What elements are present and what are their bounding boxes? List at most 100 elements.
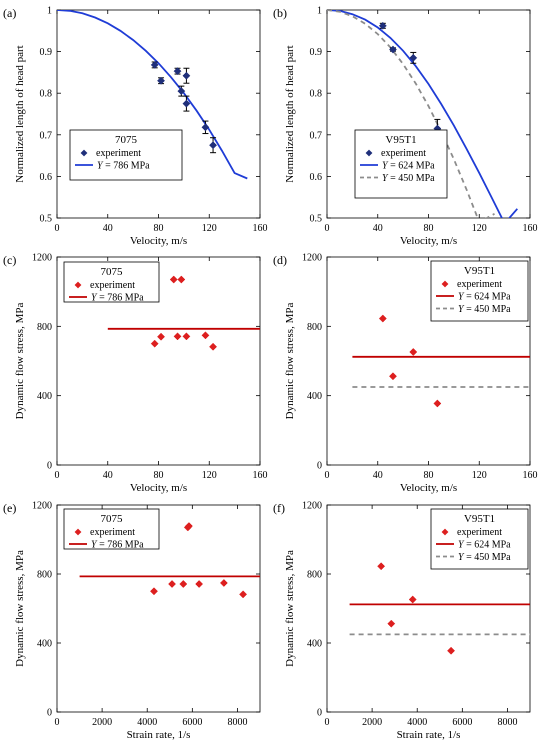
data-point [408, 595, 417, 604]
series-line-1 [327, 10, 495, 218]
data-point [378, 21, 387, 30]
legend-label: experiment [381, 148, 426, 159]
x-tick-label: 40 [103, 223, 113, 234]
plot-area [57, 10, 248, 180]
x-tick-label: 80 [424, 470, 434, 481]
y-tick-label: 0.7 [310, 130, 323, 141]
legend-box [430, 260, 529, 322]
legend-marker [80, 149, 88, 157]
y-tick-label: 0.6 [40, 172, 53, 183]
legend-label: Y = 624 MPa [382, 161, 435, 172]
data-point [239, 590, 248, 599]
panel-label: (a) [3, 6, 16, 20]
legend-marker [441, 280, 449, 288]
legend-label: Y = 450 MPa [458, 304, 511, 315]
data-point [177, 275, 186, 284]
legend-title: 7075 [101, 266, 124, 278]
legend-label: experiment [90, 527, 135, 538]
y-tick-label: 1 [47, 6, 52, 17]
y-tick-label: 0.5 [310, 214, 323, 225]
panel-label: (f) [273, 501, 285, 515]
data-point [150, 587, 158, 596]
legend-label: experiment [457, 279, 502, 290]
x-tick-label: 80 [154, 223, 164, 234]
legend-label: experiment [90, 280, 135, 291]
data-point [209, 342, 218, 351]
data-point [201, 123, 210, 132]
x-tick-label: 0 [55, 223, 60, 234]
data-point [173, 67, 182, 76]
y-axis-label: Dynamic flow stress, MPa [14, 303, 26, 420]
data-point [182, 99, 191, 108]
data-point [387, 619, 396, 628]
plot-frame [56, 9, 261, 219]
data-point [157, 76, 165, 85]
chart-panel-b: 0 40 80 120 160 0.5 0.6 0.7 0.8 0.9 1 Velocity, m/s… [273, 6, 538, 248]
y-axis-label: Dynamic flow stress, MPa [14, 550, 26, 667]
legend: 7075 experiment Y = 786 MPa [69, 129, 183, 181]
legend-label: Y = 624 MPa [458, 540, 511, 551]
legend-marker [74, 528, 82, 536]
x-axis-label: Velocity, m/s [130, 482, 187, 494]
data-point [409, 53, 418, 62]
y-tick-label: 1200 [302, 501, 322, 512]
x-tick-label: 160 [253, 470, 268, 481]
data-point [219, 579, 228, 587]
y-tick-label: 0 [317, 708, 322, 719]
y-tick-label: 1200 [302, 253, 322, 264]
x-tick-label: 0 [55, 717, 60, 728]
x-tick-label: 40 [103, 470, 113, 481]
legend-title: V95T1 [464, 513, 495, 525]
y-tick-label: 1 [317, 6, 322, 17]
panel-label: (e) [3, 501, 16, 515]
x-axis-label: Velocity, m/s [130, 235, 187, 247]
x-tick-label: 0 [325, 717, 330, 728]
legend-box [63, 508, 160, 550]
data-point [182, 332, 191, 341]
x-axis-label: Velocity, m/s [400, 482, 457, 494]
data-point [150, 339, 159, 348]
y-axis-label: Normalized length of head part [14, 45, 26, 182]
legend-title: 7075 [115, 134, 138, 146]
legend-box [69, 129, 183, 181]
chart-panel-d: 0 40 80 120 160 0 400 800 1200 Velocity, m/s Dynam… [273, 253, 538, 495]
y-tick-label: 800 [37, 570, 52, 581]
x-tick-label: 0 [325, 470, 330, 481]
x-tick-label: 8000 [227, 717, 247, 728]
data-point [433, 399, 442, 408]
data-point [150, 60, 159, 69]
data-point [177, 87, 186, 96]
y-tick-label: 0.7 [40, 130, 53, 141]
plot-frame [56, 504, 261, 713]
x-tick-label: 0 [55, 470, 60, 481]
legend-box [354, 129, 448, 199]
x-tick-label: 4000 [407, 717, 427, 728]
legend-label: Y = 450 MPa [458, 552, 511, 563]
panel-label: (c) [3, 253, 16, 267]
x-tick-label: 6000 [452, 717, 472, 728]
data-point [389, 45, 397, 54]
data-point [195, 580, 204, 588]
y-tick-label: 0.5 [40, 214, 53, 225]
plot-area [349, 603, 530, 636]
x-tick-label: 80 [154, 470, 164, 481]
legend-label: Y = 450 MPa [382, 173, 435, 184]
data-point [184, 522, 193, 530]
x-tick-label: 160 [523, 223, 538, 234]
data-point [201, 331, 210, 340]
y-tick-label: 800 [37, 322, 52, 333]
y-tick-label: 0.8 [310, 89, 323, 100]
legend-label: experiment [96, 148, 141, 159]
x-tick-label: 160 [523, 470, 538, 481]
y-axis-label: Normalized length of head part [284, 45, 296, 182]
x-axis-label: Strain rate, 1/s [127, 729, 191, 741]
x-tick-label: 2000 [362, 717, 382, 728]
x-tick-label: 4000 [137, 717, 157, 728]
plot-area [352, 355, 530, 388]
legend: 7075 experiment Y = 786 MPa [63, 508, 160, 551]
legend-title: 7075 [101, 513, 124, 525]
legend-label: Y = 786 MPa [91, 540, 144, 551]
x-tick-label: 120 [202, 223, 217, 234]
y-tick-label: 400 [37, 391, 52, 402]
